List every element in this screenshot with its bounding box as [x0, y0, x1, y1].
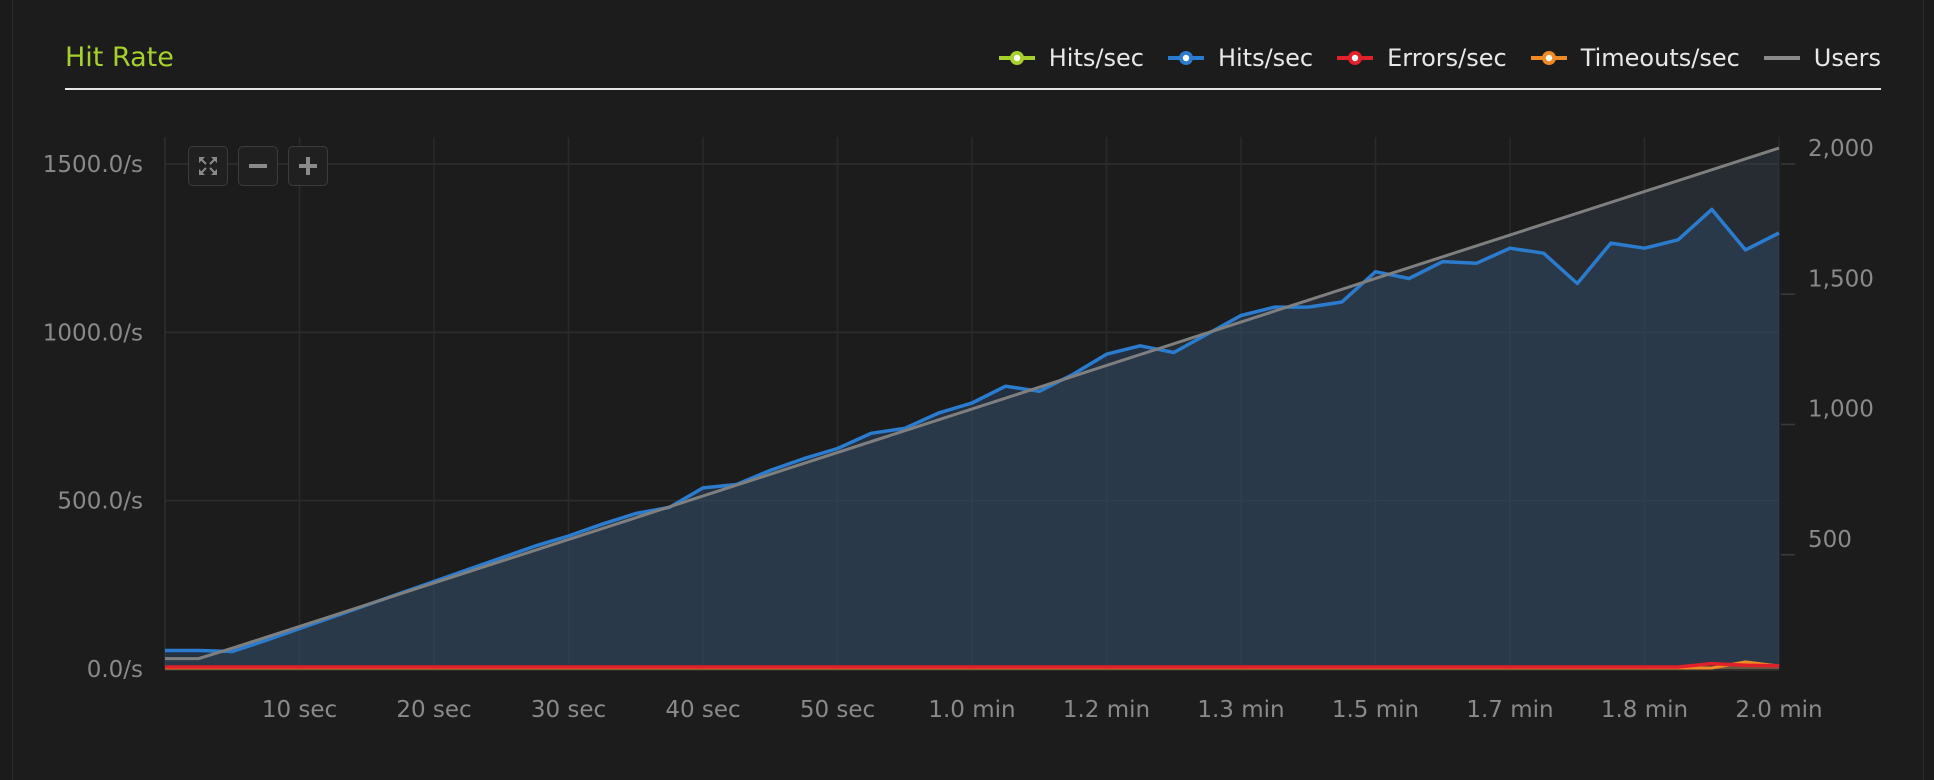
legend-label: Hits/sec — [1217, 44, 1314, 72]
x-tick-label: 50 sec — [800, 697, 875, 723]
legend-swatch — [1530, 51, 1567, 65]
x-tick-label: 20 sec — [396, 697, 471, 723]
legend-item-3[interactable]: Timeouts/sec — [1529, 44, 1740, 72]
legend-label: Users — [1813, 44, 1881, 72]
zoom-out-button[interactable] — [238, 146, 278, 186]
x-tick-label: 1.5 min — [1332, 697, 1419, 723]
x-tick-label: 1.3 min — [1197, 697, 1284, 723]
legend-swatch — [1167, 51, 1204, 65]
y-left-tick-label: 1000.0/s — [43, 320, 143, 346]
series-line-users — [165, 146, 1780, 661]
legend-item-1[interactable]: Hits/sec — [1166, 44, 1313, 72]
y-right-tick-label: 1,000 — [1808, 397, 1874, 423]
y-left-tick-label: 1500.0/s — [43, 152, 143, 178]
legend-item-4[interactable]: Users — [1762, 44, 1881, 72]
fullscreen-button[interactable] — [188, 146, 228, 186]
hits-area — [165, 209, 1779, 669]
y-right-tick-label: 2,000 — [1808, 136, 1874, 162]
legend-label: Errors/sec — [1387, 44, 1507, 72]
legend: Hits/sec Hits/sec Errors/sec Timeouts/sec Us… — [997, 44, 1881, 72]
legend-item-0[interactable]: Hits/sec — [997, 44, 1144, 72]
chart-title: Hit Rate — [65, 42, 174, 73]
x-tick-label: 2.0 min — [1735, 697, 1822, 723]
legend-label: Timeouts/sec — [1580, 44, 1740, 72]
x-tick-label: 1.2 min — [1063, 697, 1150, 723]
zoom-in-button[interactable] — [288, 146, 328, 186]
y-right-tick-label: 1,500 — [1808, 266, 1874, 292]
minus-icon — [249, 164, 267, 168]
hit-rate-panel: Hit Rate Hits/sec Hits/sec Errors/sec Timeo… — [12, 0, 1924, 780]
y-right-tick-label: 500 — [1808, 527, 1852, 553]
x-tick-label: 40 sec — [665, 697, 740, 723]
x-tick-label: 1.0 min — [928, 697, 1015, 723]
y-left-tick-label: 500.0/s — [57, 489, 143, 515]
x-tick-label: 30 sec — [531, 697, 606, 723]
plus-icon — [299, 157, 317, 175]
legend-swatch — [1337, 51, 1374, 65]
users-area — [165, 148, 1779, 669]
legend-swatch — [1763, 56, 1800, 60]
x-tick-label: 10 sec — [262, 697, 337, 723]
legend-item-2[interactable]: Errors/sec — [1335, 44, 1507, 72]
y-left-tick-label: 0.0/s — [87, 657, 143, 683]
series-line-errors — [165, 661, 1780, 669]
x-tick-label: 1.7 min — [1466, 697, 1553, 723]
legend-label: Hits/sec — [1048, 44, 1144, 72]
legend-swatch — [998, 51, 1035, 65]
panel-header: Hit Rate Hits/sec Hits/sec Errors/sec Timeo… — [65, 36, 1881, 90]
expand-icon — [199, 157, 217, 175]
x-tick-label: 1.8 min — [1601, 697, 1688, 723]
